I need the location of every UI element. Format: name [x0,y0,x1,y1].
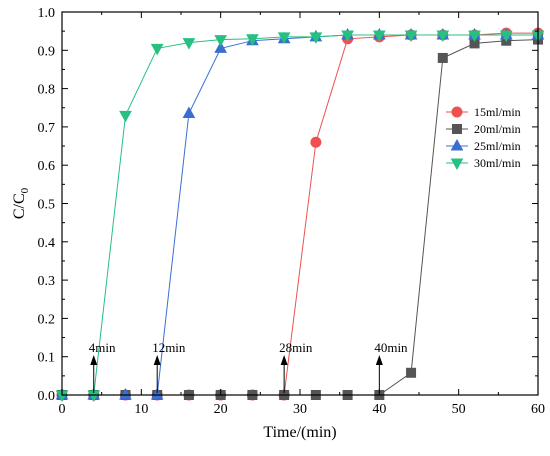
data-point [246,34,259,46]
data-point [182,106,196,118]
data-point [372,30,386,43]
data-point [150,43,164,56]
annotation-arrowhead [153,355,161,365]
y-tick-label: 0.0 [38,389,56,404]
y-axis-title: C/C0 [11,187,31,219]
legend-marker [452,124,462,134]
y-tick-label: 0.8 [38,83,56,98]
y-tick-label: 1.0 [38,6,56,21]
y-tick-label: 0.2 [38,312,56,327]
legend-marker [450,138,464,151]
annotation-0: 4min [89,340,116,393]
y-tick-label: 0.3 [38,274,56,289]
y-axis-title-subscript: 0 [19,187,31,193]
legend-label: 15ml/min [474,105,521,119]
data-point [341,30,354,43]
x-tick-label: 60 [531,402,545,417]
legend-label: 25ml/min [474,139,521,153]
x-tick-label: 20 [214,402,228,417]
data-point [499,30,513,43]
annotation-1: 12min [152,340,186,393]
data-point [404,30,418,43]
y-tick-label: 0.4 [38,236,56,251]
series-line [62,34,538,396]
legend-item-0: 15ml/min [446,105,521,119]
legend-item-3: 30ml/min [446,156,521,171]
x-tick-label: 50 [452,402,466,417]
data-point [310,136,322,148]
y-tick-label: 0.1 [38,351,56,366]
data-point [150,387,164,400]
annotation-2: 28min [279,340,313,393]
annotation-layer: 4min 12min 28min 40min [89,340,408,393]
y-tick-label: 0.6 [38,159,56,174]
x-tick-label: 0 [59,402,66,417]
data-point [182,38,196,50]
data-point [277,32,291,44]
x-tick-label: 40 [372,402,386,417]
annotation-arrowhead [375,355,383,365]
annotation-label: 12min [152,340,186,355]
y-tick-label: 0.7 [38,121,56,136]
legend-label: 20ml/min [474,122,521,136]
annotation-label: 40min [374,340,408,355]
data-point [214,41,228,53]
legend: 15ml/min 20ml/min 25ml/min 30ml/min [446,105,521,171]
legend-label: 30ml/min [474,156,521,170]
legend-item-2: 25ml/min [446,138,521,153]
data-point [309,32,323,44]
x-tick-label: 30 [293,402,307,417]
data-point [436,30,450,43]
annotation-label: 28min [279,340,313,355]
y-tick-label: 0.5 [38,198,56,213]
data-point [214,35,228,47]
data-point [468,30,481,43]
x-axis-title: Time/(min) [263,424,336,441]
annotation-label: 4min [89,340,116,355]
y-axis-title-main: C/C [11,193,28,219]
data-point [119,387,132,400]
y-tick-label: 0.9 [38,44,56,59]
annotation-arrowhead [280,355,288,365]
data-point [437,52,448,63]
plot-frame [61,11,539,396]
x-tick-label: 10 [134,402,148,417]
annotation-3: 40min [374,340,408,393]
axes-layer: 0 10 20 30 40 50 60 0.0 0.1 0.2 0.3 0.4 0.5 0.6 0.7 0.8… [38,6,546,417]
legend-marker [450,158,464,171]
data-point [406,367,417,378]
data-point [119,110,132,123]
legend-marker [451,106,463,118]
legend-item-1: 20ml/min [446,122,521,136]
annotation-arrowhead [90,355,98,365]
